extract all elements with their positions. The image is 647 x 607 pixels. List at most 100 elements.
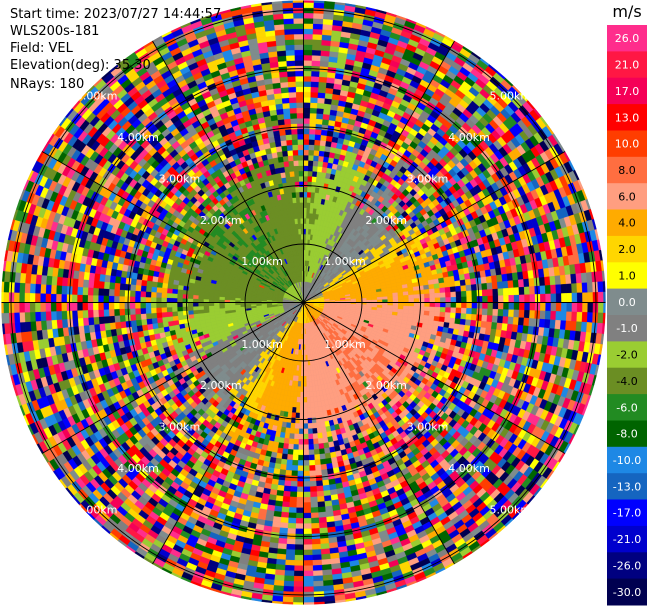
range-gate-cell: [299, 402, 304, 408]
range-gate-cell: [162, 321, 169, 328]
range-gate-cell: [290, 422, 296, 429]
range-gate-cell: [299, 397, 304, 403]
range-gate-cell: [434, 311, 441, 317]
range-gate-cell: [438, 277, 445, 284]
range-gate-cell: [392, 292, 399, 297]
range-gate-cell: [167, 316, 174, 322]
range-gate-cell: [166, 292, 173, 299]
range-gate-cell: [402, 287, 409, 293]
range-gate-cell: [317, 160, 324, 168]
range-gate-cell: [278, 161, 285, 168]
range-gate-cell: [192, 302, 199, 307]
range-gate-cell: [177, 315, 184, 321]
range-gate-cell: [312, 165, 318, 172]
range-gate-cell: [307, 191, 312, 198]
range-gate-cell: [308, 370, 312, 377]
range-gate-cell: [198, 309, 205, 314]
range-gate-cell: [305, 375, 310, 382]
range-gate-cell: [429, 297, 436, 303]
range-gate-cell: [439, 307, 446, 313]
range-gate-cell: [299, 407, 304, 414]
range-gate-cell: [214, 308, 220, 313]
range-gate-cell: [187, 298, 194, 303]
range-gate-cell: [285, 176, 291, 183]
range-gate-cell: [312, 171, 318, 177]
range-gate-cell: [303, 386, 307, 393]
range-gate-cell: [307, 407, 312, 414]
range-gate-cell: [424, 293, 430, 299]
range-gate-cell: [303, 186, 308, 193]
range-gate-cell: [438, 316, 446, 323]
range-gate-cell: [298, 439, 304, 445]
range-gate-cell: [317, 437, 324, 445]
range-gate-cell: [298, 165, 304, 172]
range-gate-cell: [307, 186, 312, 193]
range-gate-cell: [298, 428, 304, 435]
range-gate-cell: [307, 176, 313, 182]
range-gate-cell: [298, 433, 304, 440]
range-gate-cell: [290, 176, 296, 183]
range-gate-cell: [203, 302, 209, 307]
range-gate-cell: [311, 186, 316, 193]
range-gate-cell: [208, 308, 215, 313]
range-gate-cell: [434, 306, 441, 313]
range-gate-cell: [298, 228, 302, 235]
range-gate-cell: [310, 407, 316, 413]
range-gate-cell: [311, 176, 317, 183]
range-gate-cell: [307, 165, 314, 172]
range-gate-cell: [366, 297, 373, 301]
range-gate-cell: [294, 428, 300, 435]
range-gate-cell: [423, 310, 430, 316]
range-gate-cell: [440, 297, 446, 303]
range-gate-cell: [434, 288, 441, 294]
range-gate-cell: [413, 298, 420, 303]
range-gate-cell: [198, 298, 204, 303]
range-gate-cell: [288, 160, 295, 167]
range-gate-cell: [296, 202, 301, 209]
range-gate-cell: [427, 279, 434, 286]
range-gate-cell: [293, 165, 300, 172]
range-gate-cell: [423, 289, 430, 295]
range-gate-cell: [397, 295, 404, 300]
range-gate-cell: [187, 294, 194, 299]
range-gate-cell: [208, 299, 215, 303]
range-gate-cell: [305, 370, 309, 377]
range-gate-cell: [297, 218, 301, 224]
range-gate-cell: [312, 438, 319, 445]
range-gate-cell: [295, 191, 300, 198]
range-gate-cell: [213, 302, 220, 306]
range-gate-cell: [298, 170, 304, 177]
range-gate-cell: [303, 191, 308, 198]
range-gate-cell: [307, 433, 314, 440]
range-gate-cell: [403, 302, 409, 307]
range-gate-cell: [294, 423, 300, 429]
range-gate-cell: [156, 307, 162, 313]
range-gate-cell: [305, 365, 309, 372]
range-gate-cell: [313, 443, 320, 450]
range-gate-cell: [198, 305, 204, 310]
range-gate-cell: [303, 212, 307, 219]
range-gate-cell: [291, 192, 297, 198]
range-gate-cell: [445, 297, 452, 303]
range-gate-cell: [403, 295, 409, 300]
range-gate-cell: [402, 291, 409, 296]
range-gate-cell: [303, 160, 309, 166]
range-gate-cell: [439, 292, 446, 298]
range-gate-cell: [208, 305, 215, 310]
range-gate-cell: [187, 310, 194, 315]
range-gate-cell: [413, 310, 420, 315]
range-gate-cell: [161, 316, 169, 323]
range-gate-cell: [308, 444, 314, 450]
range-gate-cell: [303, 165, 309, 172]
range-gate-cell: [288, 438, 295, 445]
range-gate-cell: [198, 312, 205, 318]
range-gate-cell: [397, 305, 404, 310]
range-gate-cell: [287, 187, 293, 194]
range-gate-cell: [318, 155, 325, 162]
range-gate-cell: [219, 305, 225, 309]
range-gate-cell: [312, 428, 318, 434]
range-gate-cell: [171, 302, 178, 308]
range-gate-cell: [171, 297, 178, 303]
range-gate-cell: [284, 166, 290, 173]
